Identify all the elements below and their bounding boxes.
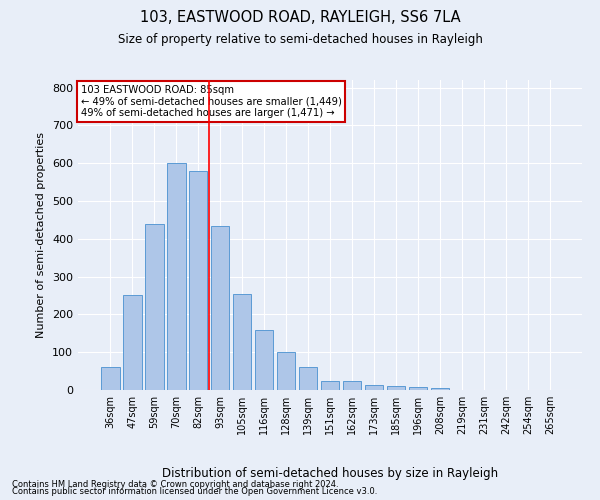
Text: Distribution of semi-detached houses by size in Rayleigh: Distribution of semi-detached houses by … [162, 467, 498, 480]
Text: Contains public sector information licensed under the Open Government Licence v3: Contains public sector information licen… [12, 487, 377, 496]
Bar [299, 368, 317, 390]
Bar [233, 294, 251, 390]
Y-axis label: Number of semi-detached properties: Number of semi-detached properties [37, 132, 46, 338]
Bar [431, 388, 449, 390]
Bar [277, 352, 295, 390]
Text: Contains HM Land Registry data © Crown copyright and database right 2024.: Contains HM Land Registry data © Crown c… [12, 480, 338, 489]
Bar [123, 296, 142, 390]
Bar [386, 386, 405, 390]
Bar [101, 368, 119, 390]
Bar [255, 330, 274, 390]
Text: 103, EASTWOOD ROAD, RAYLEIGH, SS6 7LA: 103, EASTWOOD ROAD, RAYLEIGH, SS6 7LA [140, 10, 460, 25]
Bar [343, 380, 361, 390]
Text: 103 EASTWOOD ROAD: 85sqm
← 49% of semi-detached houses are smaller (1,449)
49% o: 103 EASTWOOD ROAD: 85sqm ← 49% of semi-d… [80, 84, 341, 118]
Bar [365, 386, 383, 390]
Bar [189, 170, 208, 390]
Bar [211, 226, 229, 390]
Text: Size of property relative to semi-detached houses in Rayleigh: Size of property relative to semi-detach… [118, 32, 482, 46]
Bar [409, 387, 427, 390]
Bar [167, 163, 185, 390]
Bar [145, 224, 164, 390]
Bar [320, 380, 340, 390]
